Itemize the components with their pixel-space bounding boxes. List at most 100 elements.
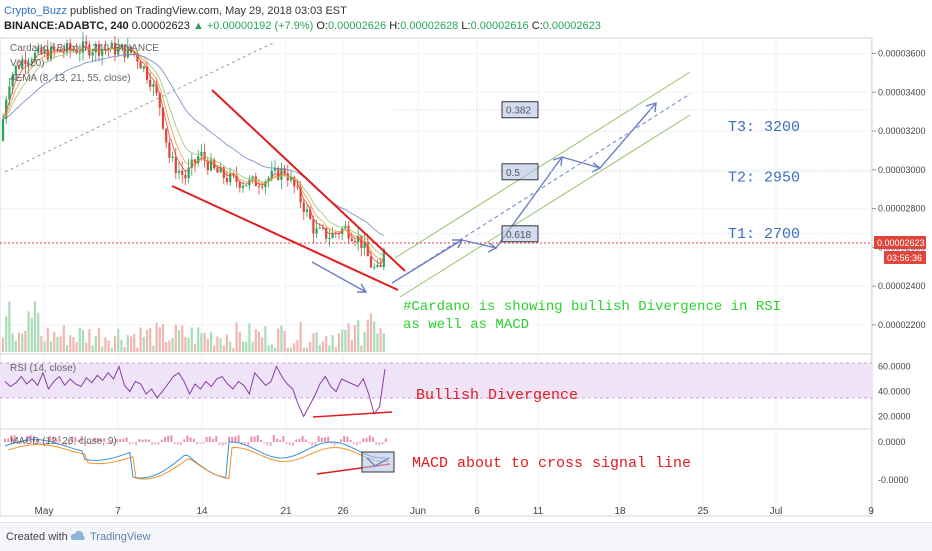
time-tick-label: 7 <box>115 506 121 517</box>
created-with-text: Created with <box>6 531 68 543</box>
candle-body <box>309 209 312 219</box>
publish-text: published on TradingView.com, May 29, 20… <box>70 5 347 17</box>
macd-hist-bar <box>64 442 67 446</box>
candle-body <box>161 107 165 129</box>
macd-hist-bar <box>106 442 109 444</box>
macd-hist-bar <box>384 438 387 442</box>
volume-bar <box>286 347 289 352</box>
author-link[interactable]: Crypto_Buzz <box>4 5 67 17</box>
macd-hist-bar <box>304 439 307 442</box>
volume-bar <box>373 321 376 352</box>
candle-body <box>59 49 62 52</box>
volume-bar <box>382 333 385 352</box>
volume-bar <box>152 345 155 352</box>
macd-hist-bar <box>71 436 74 442</box>
macd-hist-bar <box>154 442 157 445</box>
macd-hist-bar <box>247 442 250 446</box>
target-label: T1: 2700 <box>728 226 800 243</box>
candle-body <box>21 59 24 69</box>
candle-body <box>139 61 142 69</box>
macd-hist-bar <box>333 442 336 446</box>
tradingview-brand[interactable]: TradingView <box>90 531 151 543</box>
macd-legend[interactable]: MACD (12, 26, close, 9) <box>10 436 117 447</box>
rsi-line <box>4 365 386 418</box>
candle-body <box>331 232 334 238</box>
volume-bar <box>8 301 11 352</box>
candle-body <box>177 170 181 173</box>
macd-hist-bar <box>148 439 150 442</box>
macd-hist-bar <box>10 435 13 442</box>
macd-annotation: MACD about to cross signal line <box>412 455 691 472</box>
volume-bar <box>14 340 17 352</box>
macd-hist-bar <box>36 438 38 442</box>
candle-body <box>78 52 81 54</box>
macd-hist-bar <box>199 442 202 444</box>
candle-body <box>152 84 155 87</box>
price-change: ▲ +0.00000192 (+7.9%) <box>192 20 314 32</box>
candle-body <box>110 42 113 50</box>
current-price: 0.00002623 <box>131 20 190 32</box>
candle-body <box>376 265 379 267</box>
volume-bar <box>337 333 341 352</box>
ema-legend[interactable]: 4EMA (8, 13, 21, 55, close) <box>10 73 131 84</box>
macd-hist-bar <box>52 437 54 442</box>
volume-bar <box>5 316 8 352</box>
macd-hist-bar <box>183 439 186 442</box>
candle-body <box>206 160 209 171</box>
macd-hist-bar <box>308 442 310 444</box>
volume-bar <box>49 341 53 352</box>
macd-hist-bar <box>125 437 128 442</box>
fib-box <box>501 101 539 119</box>
candle-body <box>171 156 174 158</box>
candle-body <box>17 65 21 69</box>
ema-line <box>2 47 385 261</box>
macd-hist-bar <box>74 437 77 442</box>
rsi-legend[interactable]: RSI (14, close) <box>10 363 77 374</box>
macd-hist-bar <box>13 435 16 442</box>
candle-body <box>113 42 117 55</box>
macd-hist-bar <box>205 436 208 442</box>
macd-hist-bar <box>167 435 170 442</box>
volume-bar <box>318 344 321 352</box>
volume-bar <box>59 336 62 352</box>
macd-hist-bar <box>266 442 269 446</box>
candle-body <box>174 156 177 173</box>
volume-bar <box>229 341 232 352</box>
candle-body <box>30 60 33 63</box>
macd-hist-bar <box>39 442 42 445</box>
volume-bar <box>379 328 382 352</box>
candle-body <box>222 167 225 179</box>
volume-bar <box>27 311 30 352</box>
macd-hist-bar <box>173 442 176 445</box>
macd-hist-bar <box>311 442 314 446</box>
macd-hist-bar <box>16 442 19 444</box>
channel-lower-line <box>399 114 691 298</box>
macd-hist-bar <box>234 436 237 442</box>
macd-hist-bar <box>20 442 22 445</box>
candle-body <box>225 178 229 183</box>
volume-bar <box>251 341 254 352</box>
macd-hist-bar <box>202 442 205 444</box>
time-tick-label: 9 <box>868 506 874 517</box>
candle-body <box>357 235 360 243</box>
candle-body <box>133 52 136 54</box>
candle-body <box>280 168 283 180</box>
volume-bar <box>232 347 235 352</box>
candle-body <box>5 99 8 120</box>
macd-hist-bar <box>340 439 342 442</box>
candle-body <box>81 41 85 53</box>
volume-bar <box>97 328 101 352</box>
candle-body <box>155 84 158 94</box>
time-tick-label: Jun <box>410 506 426 517</box>
candle-body <box>27 62 30 65</box>
macd-hist-bar <box>87 442 90 444</box>
macd-hist-bar <box>295 439 298 442</box>
macd-hist-bar <box>250 436 253 442</box>
candle-body <box>302 202 305 213</box>
volume-bar <box>158 327 161 352</box>
main-legend[interactable]: Cardano / Bitcoin, 240, BINANCE <box>10 43 159 54</box>
volume-legend[interactable]: Vol (20) <box>10 58 45 69</box>
macd-hist-bar <box>272 435 275 442</box>
rsi-axis: 60.0000 40.0000 20.0000 <box>878 362 911 422</box>
